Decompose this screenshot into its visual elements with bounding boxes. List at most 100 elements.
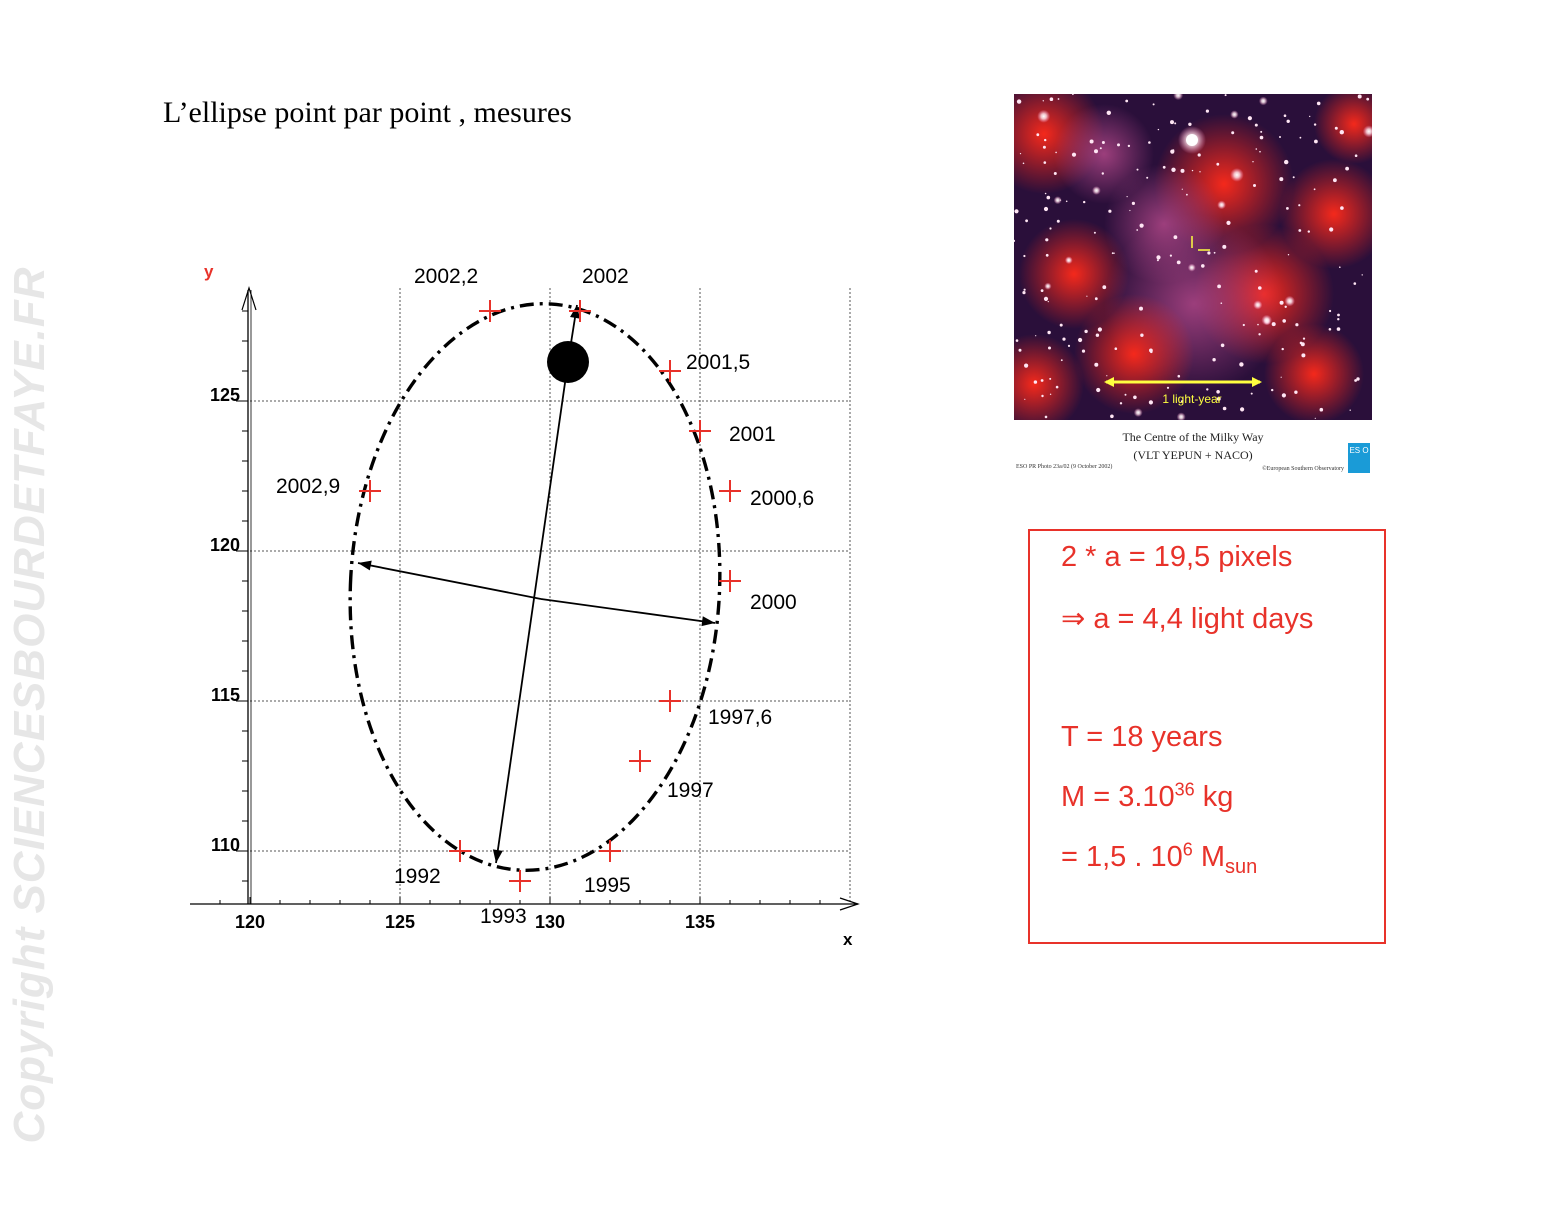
y-axis-arrowhead [241,286,257,311]
star [1078,337,1083,343]
star [1156,259,1159,262]
star [1307,230,1310,233]
star [1047,301,1049,303]
star [1294,390,1298,394]
star [1271,388,1274,392]
star [1258,286,1262,290]
star [1255,148,1258,150]
star [1201,264,1205,268]
star [1279,300,1284,305]
star [1049,377,1052,380]
star [1286,207,1289,210]
star [1298,204,1301,207]
star [1281,393,1286,398]
star [1259,135,1264,140]
star [1181,188,1183,190]
star [1124,393,1127,396]
star [1357,94,1362,99]
star [1139,223,1144,228]
star [1283,114,1287,117]
nebula-glow [1314,94,1372,164]
star [1170,120,1174,125]
star [1065,200,1068,203]
x-axis-label: x [843,930,853,949]
data-point-label: 2000 [750,591,797,614]
data-point [659,360,681,382]
star [1108,209,1112,213]
grid-lines [250,288,851,902]
nebula-glow [1074,294,1194,414]
star [1337,318,1340,321]
star [1019,153,1022,155]
star [1114,347,1118,350]
star [1279,177,1284,182]
star [1101,141,1105,144]
star [1133,395,1137,400]
star [1240,407,1245,412]
nebula-glow [1279,159,1372,269]
data-point [569,300,591,322]
milky-way-photo-panel: 1 light-year The Centre of the Milky Way… [1014,94,1372,477]
star [1113,252,1115,254]
data-point-label: 2000,6 [750,487,814,510]
star [1173,235,1178,240]
axes [190,286,860,911]
arrow-head [701,616,715,627]
star [1136,229,1139,231]
star [1230,110,1239,119]
x-tick-label: 125 [385,912,415,932]
star [1055,151,1057,154]
data-point-label: 1995 [584,874,631,897]
star [1110,414,1114,419]
central-mass-dot [547,341,589,383]
star [1180,400,1184,403]
star [1300,342,1305,347]
star [1089,139,1094,144]
y-tick-label: 110 [211,835,240,855]
star [1205,109,1209,113]
star [1148,141,1151,144]
star [1127,144,1131,148]
star [1180,168,1185,173]
star [1216,397,1221,401]
arrow-head [358,560,372,571]
star [1361,274,1363,276]
star [1242,323,1245,327]
star [1055,385,1059,389]
star [1216,390,1220,394]
page-title: L’ellipse point par point , mesures [163,96,572,129]
mass-solar-base: = 1,5 . 10 [1061,841,1183,873]
star [1081,349,1086,353]
star [1301,353,1306,358]
data-point-label: 1992 [394,865,441,888]
star [1292,176,1295,179]
y-tick-label: 115 [211,685,240,705]
y-tick-label: 120 [210,535,240,555]
data-point-label: 1997 [667,779,714,802]
y-tick-label: 125 [210,385,240,405]
star [1279,136,1281,138]
photo-caption-credit: ESO PR Photo 23a/02 (9 October 2002) [1016,464,1113,470]
data-point-label: 2001,5 [686,351,750,374]
star [1319,407,1324,412]
star [1254,269,1258,273]
star [1250,392,1253,395]
arrow-line [495,361,569,864]
star [1328,328,1332,331]
results-box: 2 * a = 19,5 pixels ⇒ a = 4,4 light days… [1028,529,1386,944]
star [1117,143,1120,147]
star [1171,167,1176,172]
star [1354,154,1358,157]
nebula-glow [1104,164,1224,284]
star [1170,149,1175,154]
star [1216,162,1220,166]
mass-kg-base: M = 3.10 [1061,781,1175,813]
eso-logo: ES O [1348,443,1370,473]
star [1148,400,1153,405]
star [1106,110,1111,115]
star [1252,161,1254,163]
mass-solar-subscript: sun [1224,855,1258,878]
galactic-center-image: 1 light-year [1014,94,1372,420]
nebula-glow [1014,334,1084,420]
arrow-line [540,598,716,624]
